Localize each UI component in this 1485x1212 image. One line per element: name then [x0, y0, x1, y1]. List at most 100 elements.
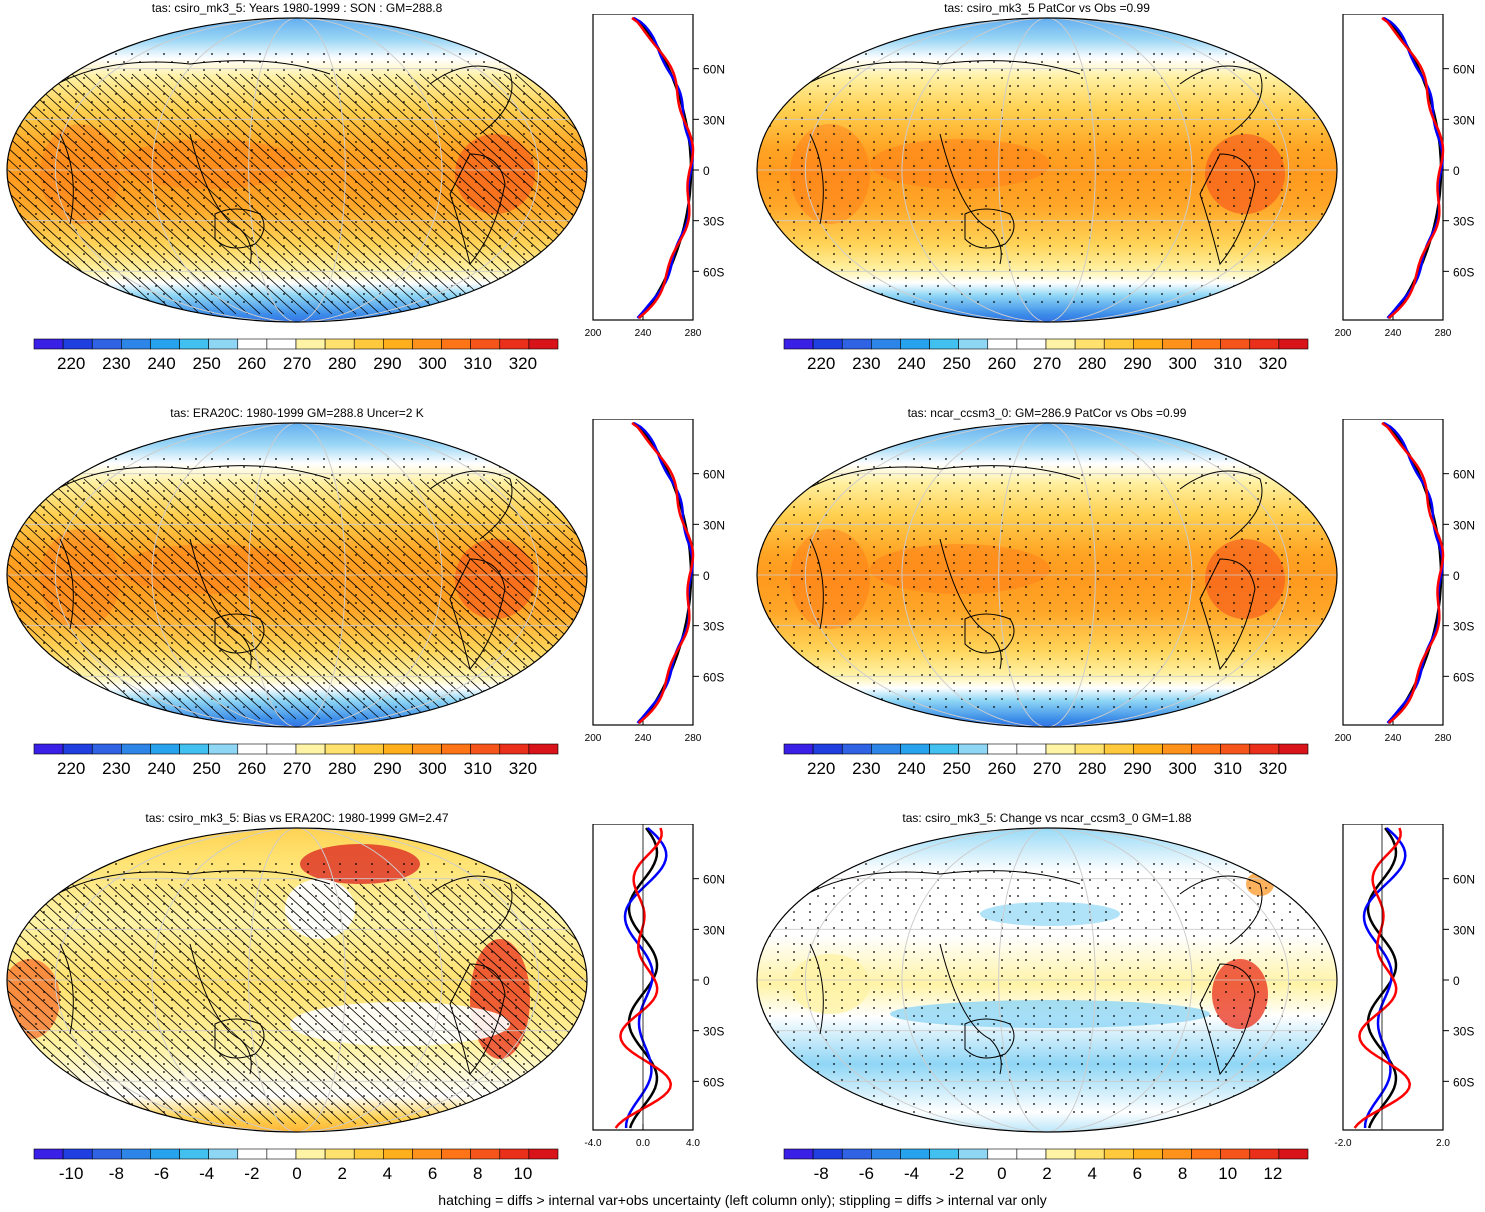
colorbar-swatch [121, 338, 151, 350]
colorbar-swatch [383, 743, 413, 755]
colorbar-swatch [841, 338, 872, 350]
colorbar-swatch [353, 743, 384, 755]
colorbar-swatch [150, 743, 180, 755]
colorbar-label: 280 [1078, 354, 1106, 373]
map-figure: 220230240250260270280290300310320K60N30N… [756, 14, 1475, 373]
colorbar-swatch [353, 338, 384, 350]
profile-line-mean [632, 421, 693, 724]
colorbar-swatch [499, 338, 530, 350]
colorbar-swatch [1278, 743, 1309, 755]
latitude-label: 30S [1453, 215, 1474, 229]
colorbar-swatch [783, 1148, 814, 1160]
colorbar-swatch [33, 1148, 64, 1160]
colorbar-label: -4 [904, 1164, 919, 1183]
latitude-label: 0 [1453, 974, 1460, 988]
profile-tick-label: 240 [1385, 733, 1402, 744]
colorbar-label: 280 [328, 354, 356, 373]
colorbar-label: 290 [373, 354, 401, 373]
colorbar-label: 250 [943, 759, 971, 778]
latitude-label: 30N [703, 113, 725, 127]
colorbar-swatch [871, 338, 901, 350]
colorbar-label: 2 [1042, 1164, 1051, 1183]
colorbar-swatch [62, 743, 93, 755]
colorbar-swatch [1103, 338, 1134, 350]
colorbar-swatch [1191, 338, 1221, 350]
colorbar-label: 220 [807, 759, 835, 778]
colorbar-swatch [1220, 338, 1251, 350]
colorbar-label: 220 [807, 354, 835, 373]
latitude-label: 30S [1453, 620, 1474, 634]
map-field [7, 18, 587, 322]
profile-tick-label: 200 [1335, 733, 1352, 744]
latitude-label: 30N [703, 518, 725, 532]
colorbar-swatch [208, 743, 239, 755]
colorbar-swatch [1278, 338, 1309, 350]
colorbar-swatch [470, 338, 501, 350]
map-title: tas: csiro_mk3_5 PatCor vs Obs =0.99 [944, 1, 1150, 15]
colorbar-label: 310 [464, 759, 492, 778]
colorbar-swatch [62, 1148, 93, 1160]
profile-line-mean [1382, 16, 1443, 319]
colorbar-swatch [1133, 743, 1163, 755]
colorbar-label: 4 [383, 1164, 392, 1183]
profile-line-mean [1382, 421, 1443, 724]
colorbar-swatch [812, 338, 843, 350]
latitude-label: 60S [703, 265, 724, 279]
colorbar-swatch [528, 338, 559, 350]
profile-tick-label: 0.0 [636, 1138, 650, 1149]
colorbar-swatch [383, 338, 413, 350]
colorbar-swatch [900, 338, 930, 350]
colorbar-swatch [1220, 1148, 1251, 1160]
colorbar-label: -2 [949, 1164, 964, 1183]
colorbar-label: 0 [997, 1164, 1006, 1183]
profile-line-model [614, 827, 673, 1129]
latitude-label: 60S [1453, 1075, 1474, 1089]
latitude-label: 60S [703, 1075, 724, 1089]
colorbar-swatch [1103, 1148, 1134, 1160]
map-panel: tas: ncar_ccsm3_0: GM=286.9 PatCor vs Ob… [750, 405, 1485, 805]
colorbar-swatch [1249, 338, 1280, 350]
colorbar-swatch [412, 743, 442, 755]
colorbar-swatch [987, 743, 1018, 755]
colorbar-swatch [91, 1148, 122, 1160]
colorbar-swatch [91, 338, 122, 350]
colorbar-swatch [987, 338, 1018, 350]
latitude-label: 60S [1453, 265, 1474, 279]
colorbar-swatch [900, 743, 930, 755]
profile-line-obs [623, 827, 668, 1129]
colorbar-swatch [33, 743, 64, 755]
map-field [7, 828, 587, 1132]
colorbar-label: 220 [57, 354, 85, 373]
colorbar-label: 240 [147, 759, 175, 778]
profile-tick-label: -4.0 [584, 1138, 602, 1149]
colorbar-swatch [1074, 1148, 1105, 1160]
latitude-label: 60N [1453, 468, 1475, 482]
latitude-label: 0 [1453, 569, 1460, 583]
profile-tick-label: 280 [1435, 328, 1452, 339]
profile-tick-label: 240 [635, 733, 652, 744]
colorbar-swatch [1278, 1148, 1309, 1160]
latitude-label: 0 [703, 569, 710, 583]
colorbar-swatch [412, 338, 442, 350]
colorbar-swatch [470, 743, 501, 755]
colorbar-label: 270 [1033, 759, 1061, 778]
colorbar-swatch [383, 1148, 413, 1160]
map-figure: 220230240250260270280290300310320K60N30N… [756, 419, 1475, 778]
profile-line-obs [1383, 421, 1444, 724]
colorbar-swatch [266, 338, 297, 350]
colorbar-swatch [1220, 743, 1251, 755]
profile-tick-label: 2.0 [1436, 1138, 1450, 1149]
profile-line-model [631, 421, 695, 724]
colorbar-swatch [929, 743, 959, 755]
colorbar-label: 290 [1123, 759, 1151, 778]
profile-tick-label: -2.0 [1334, 1138, 1352, 1149]
map-field [757, 423, 1337, 727]
colorbar-swatch [987, 1148, 1018, 1160]
profile-tick-label: 4.0 [686, 1138, 700, 1149]
colorbar-swatch [33, 338, 64, 350]
colorbar-swatch [441, 338, 471, 350]
colorbar-swatch [179, 1148, 209, 1160]
map-title: tas: ncar_ccsm3_0: GM=286.9 PatCor vs Ob… [907, 406, 1187, 420]
footer-note: hatching = diffs > internal var+obs unce… [438, 1192, 1047, 1208]
latitude-label: 30N [1453, 518, 1475, 532]
